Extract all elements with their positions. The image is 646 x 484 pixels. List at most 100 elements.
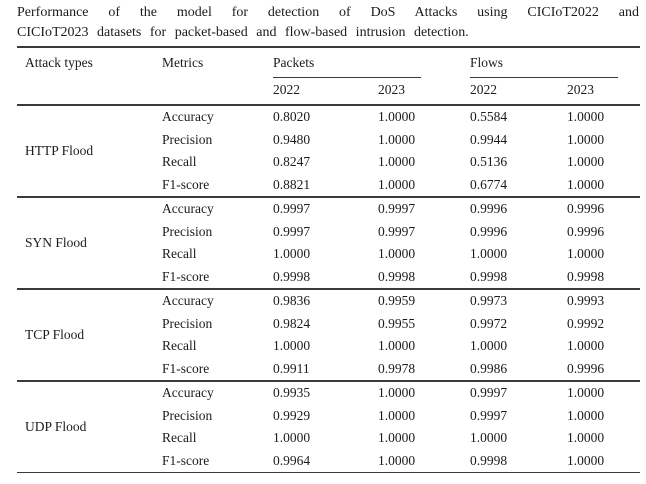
metric-cell: Precision (162, 131, 213, 147)
value-cell: 0.9959 (378, 293, 416, 308)
value-cell: 1.0000 (567, 385, 605, 400)
metric-cell: F1-score (162, 452, 210, 468)
attack-type-cell: TCP Flood (25, 326, 85, 342)
value-cell: 0.9973 (470, 293, 508, 308)
table-row: SYN Flood Accuracy 0.9997 0.9997 0.9996 … (17, 197, 640, 250)
value-cell: 0.8821 (273, 176, 311, 192)
value-cell: 1.0000 (567, 131, 605, 147)
table-row: Recall 1.0000 1.0000 1.0000 1.0000 (17, 427, 640, 450)
metric-cell: F1-score (162, 268, 210, 284)
value-cell: 1.0000 (567, 154, 605, 169)
header-flows-group: Flows (462, 47, 640, 78)
metric-cell: Recall (162, 338, 197, 353)
value-cell: 0.9911 (273, 360, 310, 376)
attack-type-cell: SYN Flood (25, 234, 87, 250)
header-flows-2022: 2022 (470, 82, 497, 97)
value-cell: 1.0000 (470, 246, 508, 261)
table-caption-line2: CICIoT2023 datasets for packet-based and… (17, 25, 469, 40)
metric-cell: Accuracy (162, 385, 214, 400)
value-cell: 0.9836 (273, 293, 311, 308)
value-cell: 1.0000 (273, 430, 311, 445)
header-flows-label: Flows (470, 55, 618, 78)
header-row-years: 2022 2023 2022 2023 (17, 78, 640, 105)
table-row: Precision 0.9824 0.9955 0.9972 0.9992 (17, 313, 640, 336)
metric-cell: Recall (162, 430, 197, 445)
value-cell: 1.0000 (378, 407, 416, 423)
value-cell: 0.9996 (567, 201, 605, 216)
table-row: Recall 1.0000 1.0000 1.0000 1.0000 (17, 243, 640, 266)
value-cell: 0.5136 (470, 154, 508, 169)
header-row-groups: Attack types Metrics Packets Flows (17, 47, 640, 78)
value-cell: 0.9972 (470, 315, 508, 331)
value-cell: 0.9978 (378, 360, 416, 376)
value-cell: 0.9996 (470, 223, 508, 239)
value-cell: 1.0000 (378, 430, 416, 445)
table-row: F1-score 0.9911 0.9978 0.9986 0.9996 (17, 358, 640, 382)
value-cell: 0.9996 (567, 360, 605, 376)
metric-cell: Precision (162, 315, 213, 331)
value-cell: 1.0000 (378, 109, 416, 124)
value-cell: 1.0000 (378, 131, 416, 147)
value-cell: 0.5584 (470, 109, 508, 124)
table-row: F1-score 0.9964 1.0000 0.9998 1.0000 (17, 450, 640, 473)
value-cell: 1.0000 (378, 385, 416, 400)
value-cell: 1.0000 (378, 338, 416, 353)
value-cell: 0.9997 (470, 385, 508, 400)
value-cell: 1.0000 (273, 338, 311, 353)
table-caption: Performance of the model for detection o… (17, 3, 639, 43)
value-cell: 0.9997 (470, 407, 508, 423)
value-cell: 0.9993 (567, 293, 605, 308)
value-cell: 0.9997 (378, 201, 416, 216)
table-row: Precision 0.9929 1.0000 0.9997 1.0000 (17, 405, 640, 428)
value-cell: 1.0000 (378, 452, 416, 468)
value-cell: 0.9824 (273, 315, 311, 331)
table-row: F1-score 0.8821 1.0000 0.6774 1.0000 (17, 174, 640, 198)
value-cell: 0.9944 (470, 131, 508, 147)
table-row: UDP Flood Accuracy 0.9935 1.0000 0.9997 … (17, 381, 640, 434)
metric-cell: Accuracy (162, 293, 214, 308)
value-cell: 0.9997 (273, 201, 311, 216)
value-cell: 1.0000 (567, 430, 605, 445)
value-cell: 0.9996 (470, 201, 508, 216)
table-body: HTTP Flood Accuracy 0.8020 1.0000 0.5584… (17, 105, 640, 473)
value-cell: 0.9998 (378, 268, 416, 284)
header-packets-2023: 2023 (378, 82, 405, 97)
value-cell: 1.0000 (567, 452, 605, 468)
metric-cell: Precision (162, 223, 213, 239)
table-row: F1-score 0.9998 0.9998 0.9998 0.9998 (17, 266, 640, 290)
table-row: HTTP Flood Accuracy 0.8020 1.0000 0.5584… (17, 105, 640, 158)
value-cell: 1.0000 (378, 246, 416, 261)
value-cell: 0.9964 (273, 452, 311, 468)
value-cell: 0.9935 (273, 385, 311, 400)
metric-cell: Accuracy (162, 201, 214, 216)
value-cell: 0.9992 (567, 315, 605, 331)
header-packets-2022: 2022 (273, 82, 300, 97)
metric-cell: F1-score (162, 360, 210, 376)
header-packets-label: Packets (273, 55, 421, 78)
value-cell: 0.9996 (567, 223, 605, 239)
value-cell: 1.0000 (378, 154, 416, 169)
value-cell: 0.9998 (273, 268, 311, 284)
header-metrics: Metrics (162, 55, 204, 70)
value-cell: 0.8020 (273, 109, 311, 124)
header-attack-types: Attack types (25, 55, 93, 70)
value-cell: 1.0000 (567, 246, 605, 261)
value-cell: 0.9997 (273, 223, 311, 239)
table-header: Attack types Metrics Packets Flows 2022 … (17, 47, 640, 105)
value-cell: 0.8247 (273, 154, 311, 169)
value-cell: 0.9997 (378, 223, 416, 239)
value-cell: 1.0000 (567, 338, 605, 353)
value-cell: 0.9998 (470, 268, 508, 284)
value-cell: 1.0000 (567, 407, 605, 423)
metric-cell: Accuracy (162, 109, 214, 124)
table-row: TCP Flood Accuracy 0.9836 0.9959 0.9973 … (17, 289, 640, 342)
results-table: Attack types Metrics Packets Flows 2022 … (17, 46, 640, 473)
header-flows-2023: 2023 (567, 82, 594, 97)
value-cell: 0.9929 (273, 407, 311, 423)
attack-type-cell: UDP Flood (25, 418, 87, 434)
value-cell: 1.0000 (273, 246, 311, 261)
value-cell: 1.0000 (470, 430, 508, 445)
value-cell: 0.9986 (470, 360, 508, 376)
metric-cell: F1-score (162, 176, 210, 192)
